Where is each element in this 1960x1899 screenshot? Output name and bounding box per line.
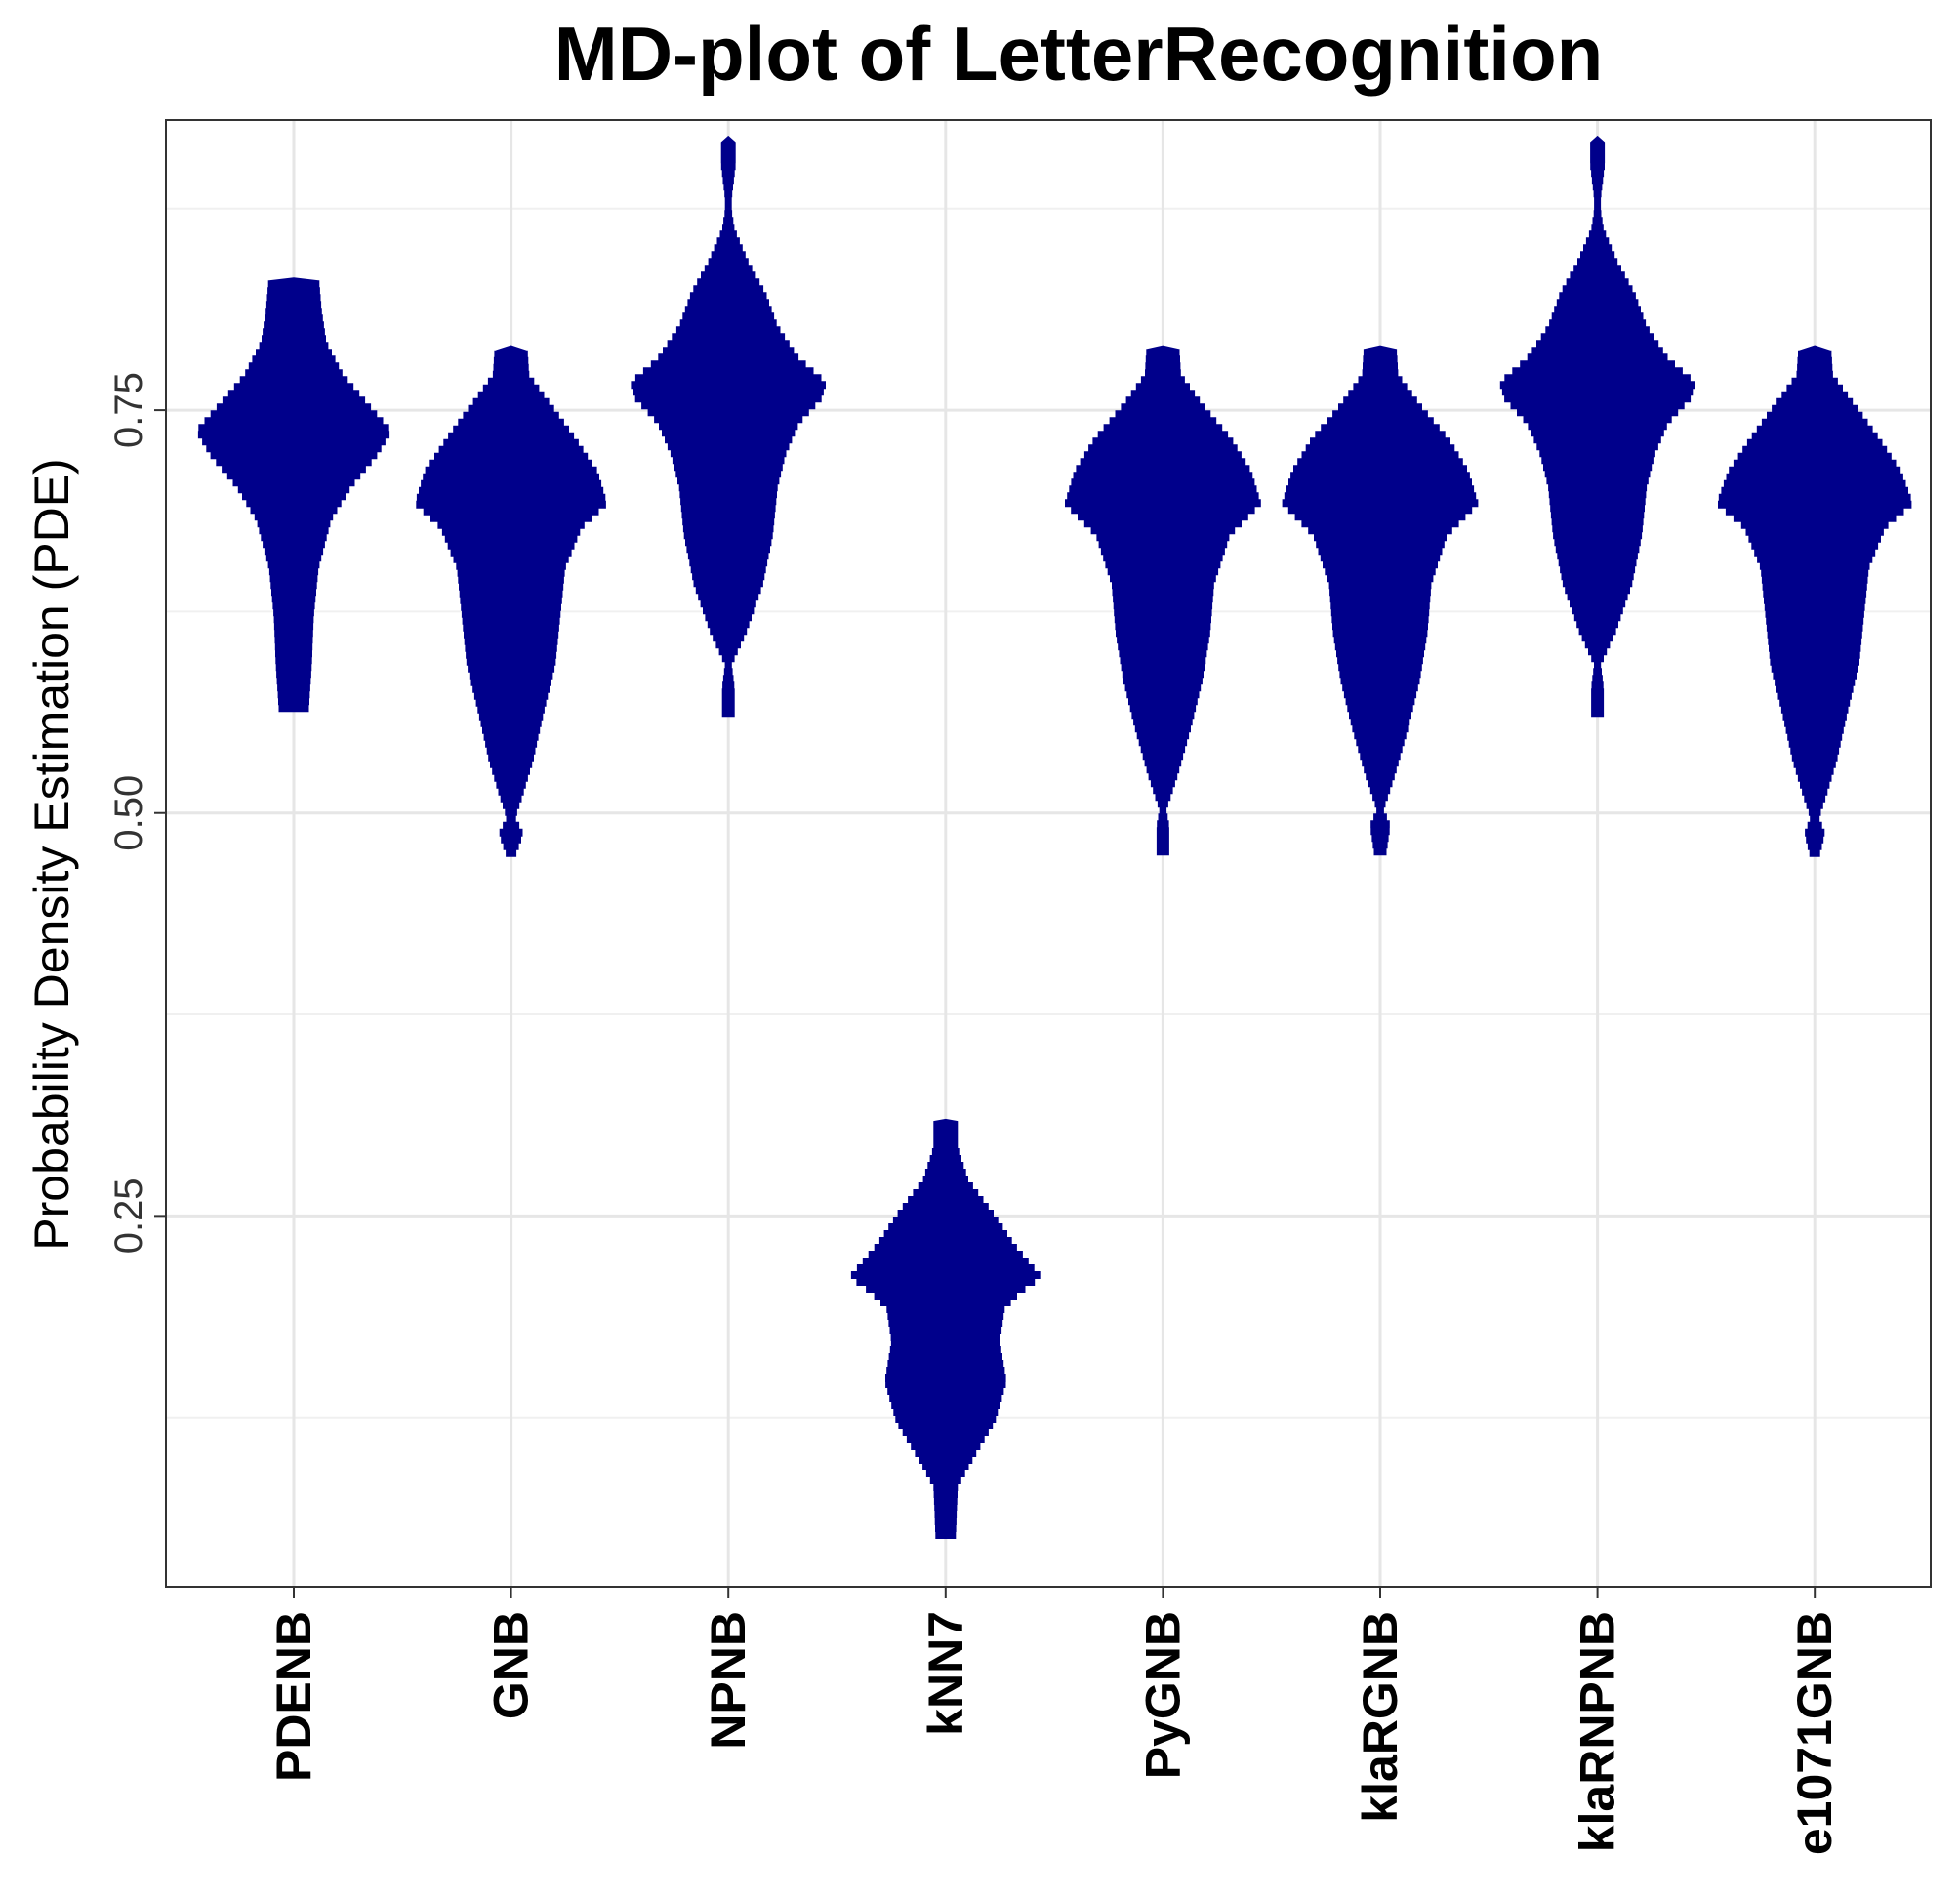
x-tick-label-GNB: GNB [484, 1611, 539, 1719]
violin-e1071GNB [1718, 345, 1912, 857]
plot-panel-border [165, 119, 1932, 1588]
y-tick-label: 0.50 [107, 775, 150, 851]
y-tick-label: 0.25 [107, 1177, 150, 1254]
violin-group [197, 135, 1912, 1540]
y-axis-ticks: 0.25 0.50 0.75 [107, 372, 166, 1254]
violin-PDENB [197, 277, 390, 713]
y-tick-label: 0.75 [107, 372, 150, 448]
violin-GNB [416, 345, 606, 857]
violin-NPNB [631, 135, 826, 718]
violin-PyGNB [1065, 345, 1261, 856]
x-tick-label-PyGNB: PyGNB [1135, 1611, 1190, 1779]
x-tick-label-e1071GNB: e1071GNB [1787, 1611, 1842, 1855]
violin-klaRNPNB [1499, 135, 1695, 718]
plot-panel-background [166, 120, 1931, 1587]
violin-kNN7 [850, 1118, 1041, 1540]
x-tick-label-klaRGNB: klaRGNB [1353, 1611, 1408, 1823]
y-axis-label: Probability Density Estimation (PDE) [24, 458, 79, 1250]
x-tick-label-PDENB: PDENB [266, 1611, 321, 1782]
x-tick-label-kNN7: kNN7 [919, 1611, 973, 1736]
x-axis-ticks: PDENB GNB NPNB kNN7 PyGNB klaRGNB klaRNPNB e107… [266, 1587, 1842, 1855]
x-tick-label-klaRNPNB: klaRNPNB [1571, 1611, 1625, 1852]
violin-klaRGNB [1282, 345, 1479, 856]
grid-lines [166, 120, 1931, 1587]
chart-title: MD-plot of LetterRecognition [554, 11, 1604, 97]
x-tick-label-NPNB: NPNB [701, 1611, 755, 1750]
